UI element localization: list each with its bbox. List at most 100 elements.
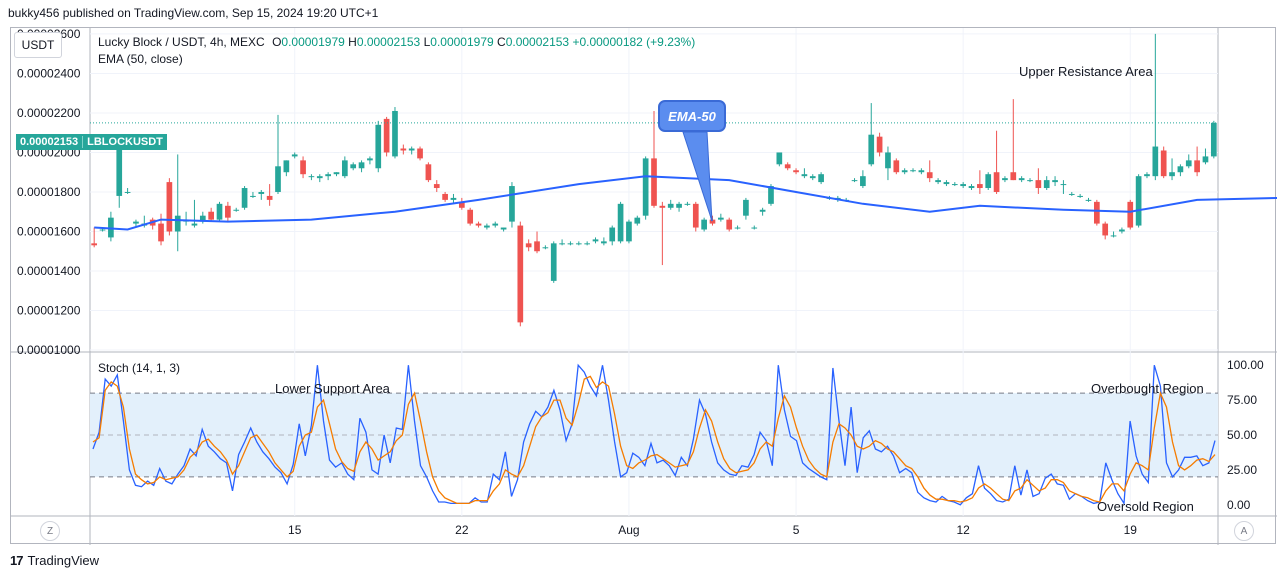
auto-scale-button[interactable]: A bbox=[1234, 521, 1254, 541]
candle-body bbox=[333, 172, 340, 175]
candle-body bbox=[124, 191, 131, 193]
candle-body bbox=[225, 205, 231, 218]
candle-body bbox=[977, 184, 983, 189]
candle-body bbox=[433, 184, 440, 189]
candle-body bbox=[860, 176, 866, 187]
candle-body bbox=[935, 180, 941, 183]
candle-body bbox=[241, 188, 248, 208]
candle-body bbox=[1027, 180, 1033, 182]
candle-body bbox=[392, 110, 398, 157]
stoch-band-layer bbox=[90, 392, 1218, 478]
candle-body bbox=[943, 182, 950, 185]
candle-body bbox=[692, 203, 699, 228]
candle-body bbox=[1094, 201, 1100, 224]
candle-body bbox=[926, 172, 933, 179]
candle-body bbox=[776, 152, 783, 165]
chart-svg[interactable]: 0.000026000.000024000.000022000.00002000… bbox=[11, 27, 1281, 545]
candle-body bbox=[793, 170, 799, 173]
candle-body bbox=[726, 219, 733, 230]
candle-body bbox=[1194, 160, 1200, 173]
candle-body bbox=[1202, 156, 1209, 163]
candle-body bbox=[885, 152, 891, 169]
ema-callout-pointer bbox=[682, 131, 713, 222]
high-label: H bbox=[348, 35, 357, 49]
candle-body bbox=[375, 124, 382, 169]
upper-resistance-label: Upper Resistance Area bbox=[1019, 64, 1153, 79]
stoch-d-line bbox=[92, 375, 1216, 505]
tradingview-logo[interactable]: 17 TradingView bbox=[10, 553, 99, 568]
candle-body bbox=[509, 186, 515, 222]
candle-body bbox=[968, 186, 975, 189]
unit-selector[interactable]: USDT bbox=[14, 32, 62, 58]
candle-body bbox=[1018, 178, 1025, 181]
candle-body bbox=[158, 223, 164, 242]
close-value: 0.00002153 bbox=[505, 35, 570, 49]
candle-body bbox=[517, 225, 524, 323]
candle-body bbox=[960, 184, 966, 187]
candle-body bbox=[250, 195, 256, 197]
time-tick-label: 19 bbox=[1124, 523, 1138, 537]
candle-body bbox=[350, 164, 357, 169]
candle-body bbox=[1043, 180, 1050, 189]
candle-body bbox=[484, 225, 490, 228]
stoch-tick-label: 0.00 bbox=[1227, 498, 1251, 512]
candle-body bbox=[751, 227, 758, 229]
candle-body bbox=[1085, 199, 1092, 201]
candle-body bbox=[759, 209, 766, 212]
candle-body bbox=[910, 170, 916, 172]
candle-body bbox=[342, 160, 348, 177]
candle-body bbox=[258, 191, 265, 194]
time-tick-label: 5 bbox=[793, 523, 800, 537]
candle-body bbox=[1152, 146, 1159, 177]
candle-body bbox=[358, 162, 365, 169]
candle-body bbox=[626, 221, 632, 242]
price-tick-label: 0.00001400 bbox=[17, 264, 81, 278]
candle-body bbox=[291, 154, 298, 157]
price-tick-label: 0.00002200 bbox=[17, 106, 81, 120]
stoch-layer bbox=[92, 363, 1216, 506]
stoch-tick-label: 100.00 bbox=[1227, 358, 1264, 372]
publisher-line: bukky456 published on TradingView.com, S… bbox=[8, 6, 379, 20]
symbol-title: Lucky Block / USDT, 4h, MEXC bbox=[98, 35, 265, 49]
candle-body bbox=[1068, 193, 1075, 195]
candle-body bbox=[99, 229, 106, 231]
candle-body bbox=[458, 201, 465, 208]
candle-body bbox=[1002, 178, 1008, 181]
candle-body bbox=[592, 239, 599, 242]
candle-body bbox=[116, 148, 123, 196]
ema50-line bbox=[94, 175, 1281, 231]
candle-body bbox=[266, 195, 273, 200]
candle-body bbox=[642, 158, 649, 216]
candle-body bbox=[233, 209, 240, 211]
candle-layer bbox=[90, 33, 1218, 327]
candle-body bbox=[1060, 184, 1067, 186]
time-tick-label: Aug bbox=[618, 523, 639, 537]
low-label: L bbox=[423, 35, 431, 49]
candle-body bbox=[768, 186, 774, 204]
candle-body bbox=[718, 217, 724, 220]
candle-body bbox=[901, 170, 908, 173]
stoch-tick-label: 50.00 bbox=[1227, 428, 1257, 442]
candle-body bbox=[525, 243, 532, 248]
candle-body bbox=[534, 241, 540, 252]
tradingview-brand: TradingView bbox=[27, 553, 100, 568]
candle-body bbox=[425, 164, 432, 181]
candle-body bbox=[1102, 223, 1109, 236]
candle-body bbox=[166, 182, 173, 232]
ohlc-legend: Lucky Block / USDT, 4h, MEXC O0.00001979… bbox=[98, 35, 695, 49]
candle-body bbox=[1110, 235, 1117, 237]
candle-body bbox=[450, 197, 457, 200]
timezone-button[interactable]: Z bbox=[40, 521, 60, 541]
oversold-label: Oversold Region bbox=[1097, 499, 1194, 514]
candle-body bbox=[609, 227, 616, 242]
candle-body bbox=[1185, 160, 1192, 167]
low-value: 0.00001979 bbox=[430, 35, 494, 49]
candle-body bbox=[1169, 172, 1175, 177]
candle-body bbox=[801, 174, 808, 177]
candle-body bbox=[1077, 195, 1083, 197]
candle-body bbox=[442, 193, 448, 200]
stoch-legend: Stoch (14, 1, 3) bbox=[98, 361, 181, 375]
candle-body bbox=[784, 164, 791, 169]
candle-body bbox=[818, 174, 824, 183]
time-tick-label: 12 bbox=[956, 523, 970, 537]
